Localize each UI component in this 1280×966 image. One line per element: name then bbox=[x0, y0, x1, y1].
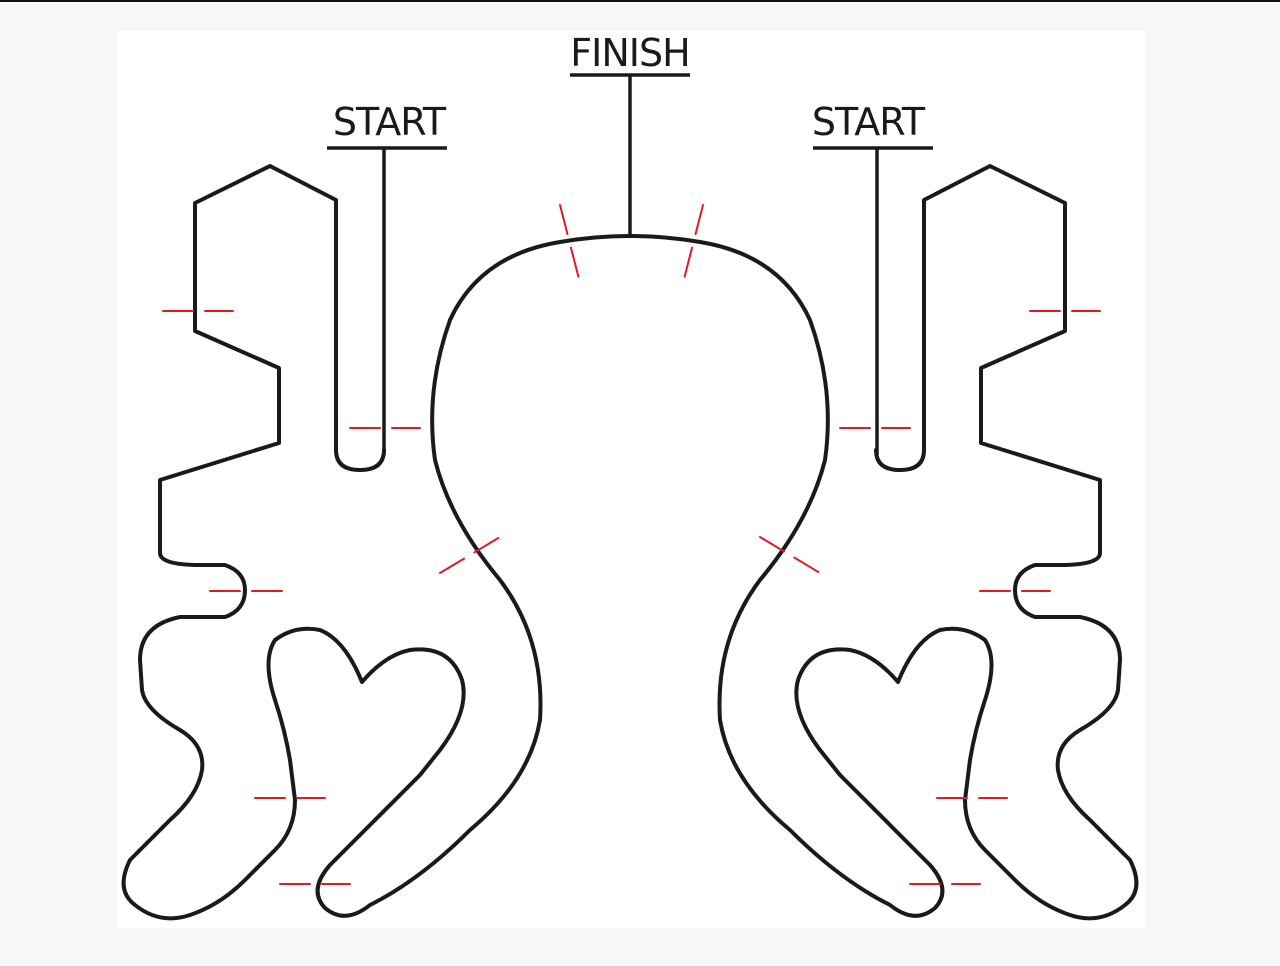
checkpoint-finish-left bbox=[559, 204, 581, 284]
start-label-left: START bbox=[333, 100, 447, 144]
checkpoint-markers bbox=[162, 204, 1101, 885]
checkpoint-left-3 bbox=[439, 536, 501, 574]
start-label-right: START bbox=[812, 100, 926, 144]
checkpoint-finish-right bbox=[682, 204, 704, 284]
checkpoint-right-3 bbox=[759, 536, 821, 574]
track-left-outer-edge bbox=[121, 164, 1139, 921]
finish-label: FINISH bbox=[570, 31, 689, 75]
top-border bbox=[0, 0, 1280, 2]
